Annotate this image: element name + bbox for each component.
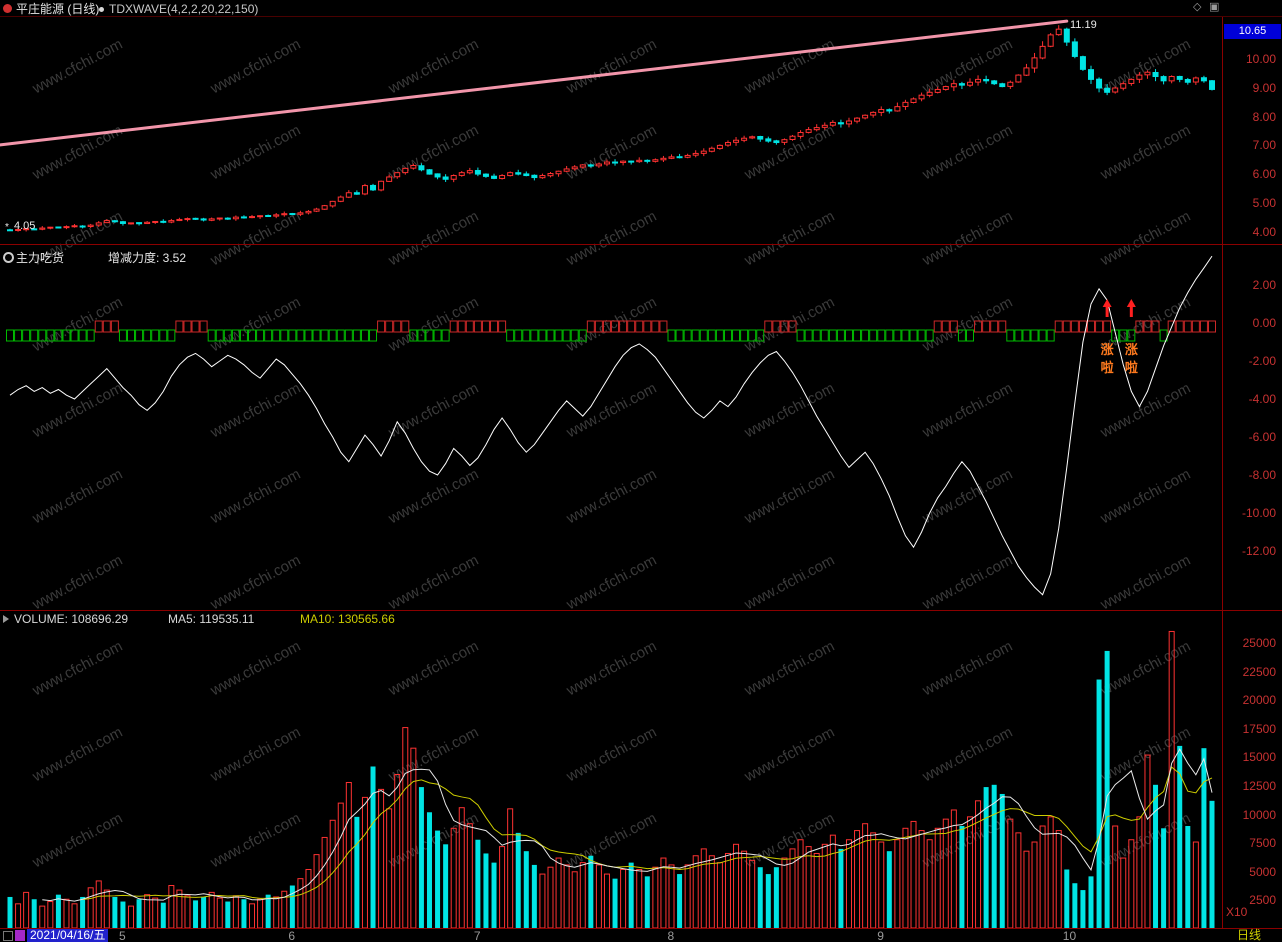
- period-selector[interactable]: 日线: [1237, 928, 1262, 942]
- price-badge: 10.65: [1224, 24, 1281, 39]
- price-axis-label: 9.00: [1252, 81, 1276, 95]
- stock-title: 平庄能源 (日线): [16, 2, 100, 16]
- date-label: 2021/04/16/五: [27, 929, 109, 942]
- low-price-annotation: 4.05: [14, 220, 36, 232]
- window-icon[interactable]: ▣: [1209, 1, 1220, 13]
- date-marker: [15, 930, 25, 941]
- stock-icon: [3, 4, 12, 13]
- month-label: 10: [1062, 929, 1077, 942]
- indicator-axis-label: -12.00: [1241, 544, 1276, 558]
- indicator-name: 主力吃货: [16, 251, 65, 265]
- volume-axis-label: 7500: [1249, 836, 1276, 851]
- price-axis-label: 4.00: [1252, 224, 1276, 239]
- volume-axis-label: 12500: [1242, 778, 1276, 793]
- month-label: 6: [288, 929, 296, 942]
- bullet-icon: [99, 7, 104, 12]
- volume-value-label: VOLUME: 108696.29: [14, 612, 129, 626]
- svg-text:啦: 啦: [1125, 360, 1138, 375]
- svg-text:涨: 涨: [1124, 342, 1138, 357]
- volume-icon: [3, 615, 9, 623]
- month-label: 8: [667, 929, 675, 942]
- volume-axis-label: 2500: [1249, 893, 1276, 908]
- volume-axis-label: 15000: [1242, 750, 1276, 765]
- volume-axis-label: 5000: [1249, 864, 1276, 879]
- price-axis-label: 5.00: [1252, 195, 1276, 210]
- svg-text:啦: 啦: [1101, 360, 1114, 375]
- svg-text:涨: 涨: [1100, 342, 1114, 357]
- volume-axis-label: 25000: [1242, 635, 1276, 650]
- volume-axis-label: 17500: [1242, 721, 1276, 736]
- indicator-axis-label: 0.00: [1252, 316, 1276, 330]
- indicator-axis-label: -2.00: [1248, 354, 1276, 368]
- volume-axis-label: 10000: [1242, 807, 1276, 822]
- diamond-icon[interactable]: ◇: [1193, 1, 1202, 13]
- price-axis-label: 7.00: [1252, 138, 1276, 153]
- month-label: 7: [473, 929, 481, 942]
- indicator-icon: [3, 252, 14, 263]
- indicator-axis-label: -8.00: [1248, 468, 1276, 482]
- indicator-axis-label: -10.00: [1241, 506, 1276, 520]
- indicator-formula: TDXWAVE(4,2,2,20,22,150): [109, 2, 259, 16]
- indicator-axis-label: 2.00: [1252, 278, 1276, 292]
- indicator-axis-label: -6.00: [1248, 430, 1276, 444]
- price-axis-label: 8.00: [1252, 109, 1276, 124]
- volume-axis-label: 22500: [1242, 664, 1276, 679]
- price-axis-label: 10.00: [1245, 52, 1276, 67]
- price-axis-label: 6.00: [1252, 167, 1276, 182]
- high-price-annotation: 11.19: [1070, 19, 1097, 31]
- status-bar-icon: [3, 931, 13, 941]
- month-label: 5: [118, 929, 126, 942]
- ma5-value-label: MA5: 119535.11: [168, 612, 255, 626]
- ma10-value-label: MA10: 130565.66: [300, 612, 395, 626]
- volume-axis-label: 20000: [1242, 693, 1276, 708]
- month-label: 9: [877, 929, 884, 942]
- indicator-axis-label: -4.00: [1248, 392, 1276, 406]
- volume-multiplier-label: X10: [1226, 905, 1248, 919]
- indicator-reading: 增减力度: 3.52: [108, 251, 187, 265]
- low-price-marker-icon: *: [5, 222, 9, 233]
